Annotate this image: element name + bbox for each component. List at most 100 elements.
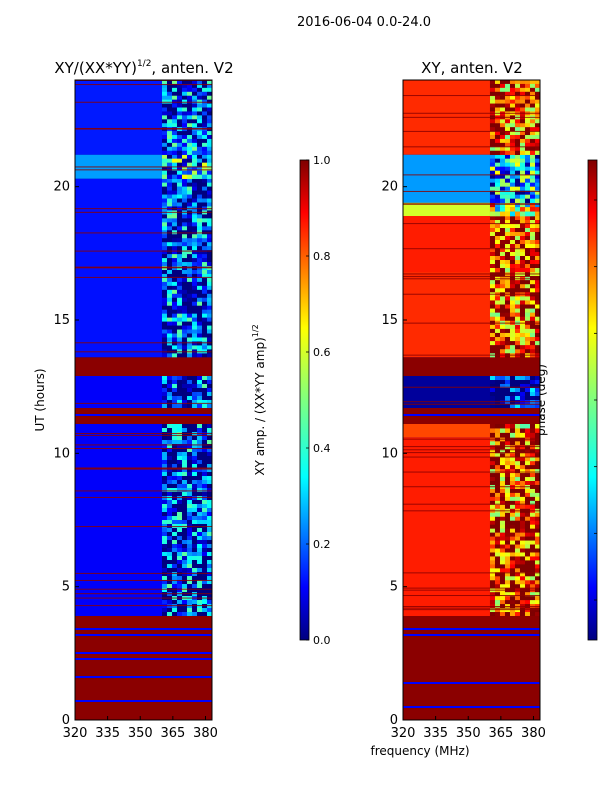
left-rfi-cell: [186, 107, 193, 112]
left-rfi-cell: [181, 83, 188, 89]
right-ytick-label: 5: [390, 580, 398, 595]
right-rfi-cell: [529, 572, 536, 577]
right-rfi-cell: [494, 170, 501, 175]
right-rfi-cell: [489, 345, 496, 350]
right-rfi-cell: [494, 584, 501, 589]
right-rfi-cell: [524, 300, 531, 305]
right-rfi-cell: [519, 548, 526, 553]
right-rfi-cell: [534, 445, 541, 450]
left-flag-line: [75, 169, 212, 171]
right-flagged-band-0: [403, 616, 540, 720]
left-rfi-cell: [161, 536, 168, 541]
right-rfi-cell: [534, 198, 541, 203]
left-rfi-cell: [201, 333, 208, 338]
left-rfi-cell: [186, 400, 193, 405]
right-rfi-cell: [489, 457, 496, 462]
right-rfi-cell: [519, 186, 526, 191]
left-rfi-cell: [206, 142, 213, 148]
right-rfi-cell: [534, 488, 541, 494]
left-rfi-cell: [166, 262, 173, 267]
left-rfi-cell: [176, 544, 183, 549]
left-rfi-cell: [191, 321, 198, 326]
left-rfi-cell: [206, 424, 213, 429]
left-rfi-cell: [181, 158, 188, 163]
right-rfi-cell: [494, 207, 501, 212]
left-rfi-cell: [186, 135, 193, 140]
left-rfi-cell: [201, 305, 208, 310]
right-rfi-cell: [499, 496, 506, 502]
left-rfi-cell: [191, 548, 198, 553]
left-rfi-cell: [176, 95, 183, 100]
right-rfi-cell: [519, 119, 526, 124]
left-rfi-cell: [161, 281, 168, 287]
left-rfi-cell: [166, 448, 173, 453]
left-rfi-cell: [176, 103, 183, 108]
right-rfi-cell: [534, 166, 541, 171]
right-rfi-cell: [489, 548, 496, 553]
right-rfi-cell: [529, 612, 536, 617]
left-rfi-cell: [186, 528, 193, 533]
left-rfi-cell: [196, 218, 203, 223]
right-rfi-cell: [534, 428, 541, 434]
left-rfi-cell: [176, 115, 183, 120]
right-flag-line: [403, 174, 540, 176]
right-rfi-cell: [489, 428, 496, 434]
right-rfi-cell: [524, 232, 531, 237]
right-rfi-cell: [504, 556, 511, 561]
left-rfi-cell: [166, 544, 173, 549]
left-rfi-cell: [181, 234, 188, 239]
right-rfi-cell: [504, 552, 511, 557]
left-rfi-cell: [186, 436, 193, 441]
right-rfi-cell: [509, 568, 516, 573]
left-rfi-cell: [196, 448, 203, 453]
left-rfi-cell: [201, 468, 208, 473]
left-rfi-cell: [166, 281, 173, 287]
right-rfi-cell: [489, 404, 496, 409]
right-rfi-cell: [529, 568, 536, 573]
right-rfi-cell: [489, 288, 496, 293]
right-rfi-cell: [509, 186, 516, 191]
right-rfi-cell: [514, 186, 521, 191]
right-rfi-cell: [524, 228, 531, 233]
right-rfi-cell: [504, 216, 511, 221]
right-rfi-cell: [534, 211, 541, 217]
right-rfi-cell: [509, 600, 516, 605]
right-rfi-cell: [509, 564, 516, 569]
right-rfi-cell: [529, 232, 536, 237]
left-rfi-cell: [181, 135, 188, 140]
left-rfi-cell: [176, 460, 183, 465]
left-rfi-cell: [171, 448, 178, 453]
left-rfi-cell: [196, 400, 203, 405]
right-rfi-cell: [509, 492, 516, 498]
right-rfi-cell: [499, 392, 506, 397]
right-flag-line: [403, 595, 540, 597]
left-rfi-cell: [206, 321, 213, 326]
left-rfi-cell: [201, 584, 208, 589]
right-rfi-cell: [494, 260, 501, 265]
right-rfi-cell: [514, 600, 521, 605]
left-rfi-cell: [196, 123, 203, 128]
right-rfi-cell: [509, 516, 516, 522]
left-rfi-cell: [201, 170, 208, 175]
left-rfi-cell: [176, 214, 183, 219]
right-rfi-cell: [514, 441, 521, 446]
left-rfi-cell: [171, 146, 178, 152]
left-rfi-cell: [201, 432, 208, 437]
left-rfi-cell: [176, 202, 183, 207]
right-rfi-cell: [534, 457, 541, 462]
right-rfi-cell: [509, 252, 516, 257]
left-rfi-cell: [171, 337, 178, 342]
right-rfi-cell: [524, 248, 531, 253]
right-rfi-cell: [514, 240, 521, 245]
right-rfi-cell: [489, 194, 496, 199]
left-rfi-cell: [171, 484, 178, 489]
right-rfi-cell: [524, 376, 531, 381]
left-rfi-cell: [201, 234, 208, 239]
left-rfi-cell: [206, 464, 213, 469]
left-rfi-cell: [196, 111, 203, 116]
right-rfi-cell: [524, 492, 531, 498]
left-rfi-cell: [206, 568, 213, 573]
left-rfi-cell: [176, 380, 183, 385]
right-rfi-cell: [494, 481, 501, 486]
left-rfi-cell: [176, 222, 183, 227]
